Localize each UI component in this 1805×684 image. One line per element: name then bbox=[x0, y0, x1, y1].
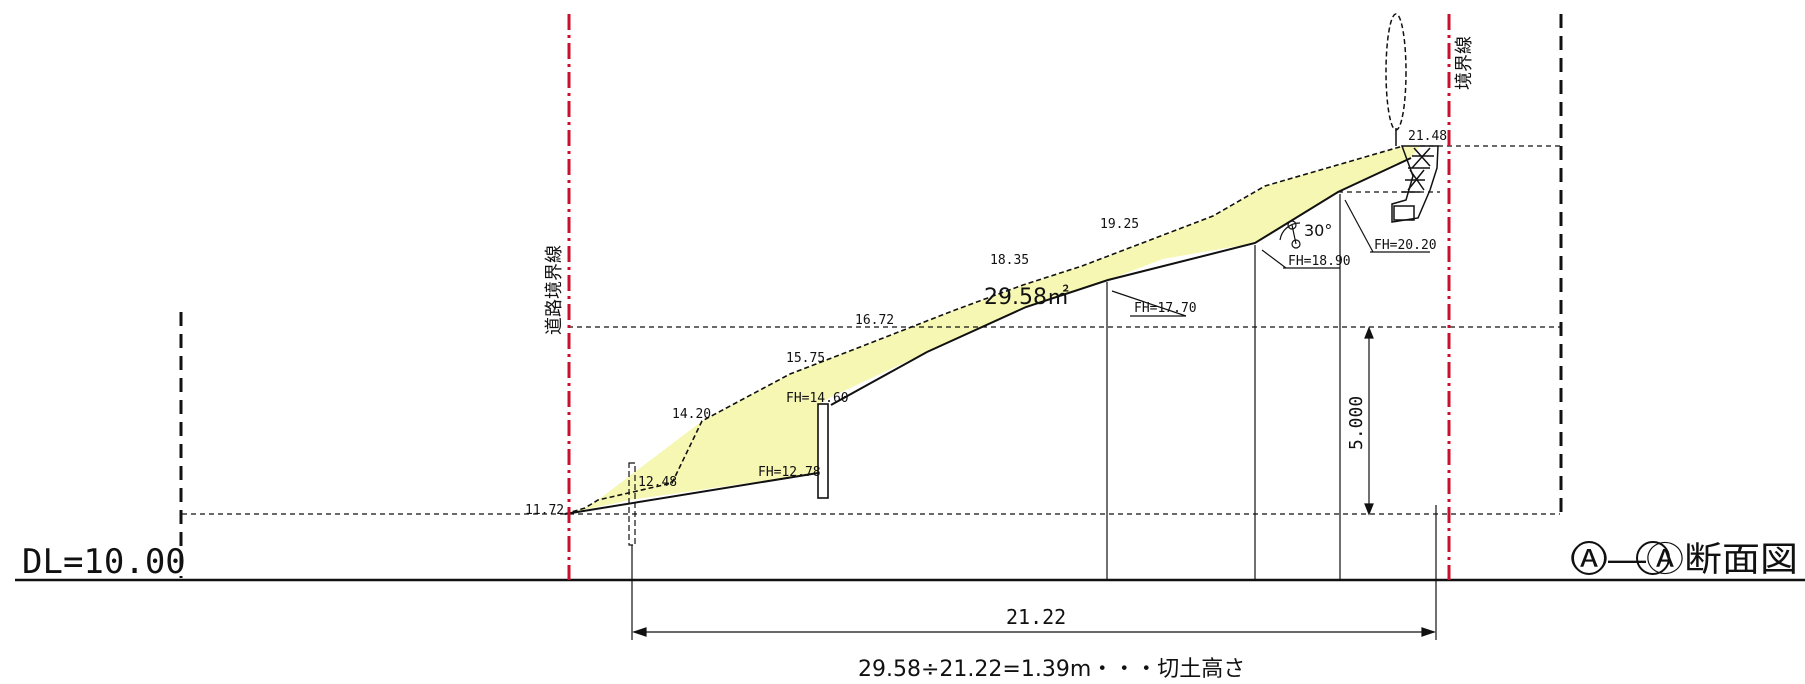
ground-level-label: 11.72 bbox=[525, 503, 564, 518]
angle-label: 30° bbox=[1304, 221, 1332, 240]
retaining-wall bbox=[817, 403, 829, 499]
section-mark-left bbox=[1572, 541, 1606, 575]
ground-level-label: 14.20 bbox=[672, 407, 711, 422]
ground-level-label: 18.35 bbox=[990, 253, 1029, 268]
angle-marker bbox=[1279, 220, 1301, 249]
block-wall-icon bbox=[1391, 145, 1439, 223]
width-dim-label: 21.22 bbox=[1006, 605, 1066, 629]
finished-level-label: FH=12.78 bbox=[758, 465, 821, 480]
area-label: 29.58㎡ bbox=[984, 284, 1069, 310]
fh-leader-arrows bbox=[1111, 199, 1430, 317]
ground-level-label: 12.48 bbox=[638, 475, 677, 490]
finished-ground-line bbox=[564, 472, 819, 515]
finished-level-label: FH=14.60 bbox=[786, 391, 849, 406]
boundary-label: 境界線 bbox=[1454, 36, 1475, 90]
finished-level-label: FH=17.70 bbox=[1134, 301, 1197, 316]
ground-level-label: 21.48 bbox=[1408, 129, 1447, 144]
tree-icon bbox=[1385, 13, 1407, 146]
height-dim-label: 5.000 bbox=[1346, 396, 1367, 450]
section-mark-right bbox=[1636, 541, 1670, 575]
width-dimension bbox=[631, 545, 1437, 640]
existing-ground-line bbox=[564, 145, 1404, 515]
formula-label: 29.58÷21.22=1.39m・・・切土高さ bbox=[858, 657, 1245, 682]
ground-level-label: 19.25 bbox=[1100, 217, 1139, 232]
cut-area bbox=[565, 146, 1420, 514]
road-boundary-label: 道路境界線 bbox=[544, 245, 565, 335]
datum-label: DL=10.00 bbox=[22, 542, 186, 582]
ground-level-label: 16.72 bbox=[855, 313, 894, 328]
finished-level-label: FH=20.20 bbox=[1374, 238, 1437, 253]
ground-level-label: 15.75 bbox=[786, 351, 825, 366]
section-title: Ⓐ―Ⓐ断面図 bbox=[1570, 540, 1798, 580]
finished-level-label: FH=18.90 bbox=[1288, 254, 1351, 269]
height-dimension bbox=[1364, 326, 1374, 516]
